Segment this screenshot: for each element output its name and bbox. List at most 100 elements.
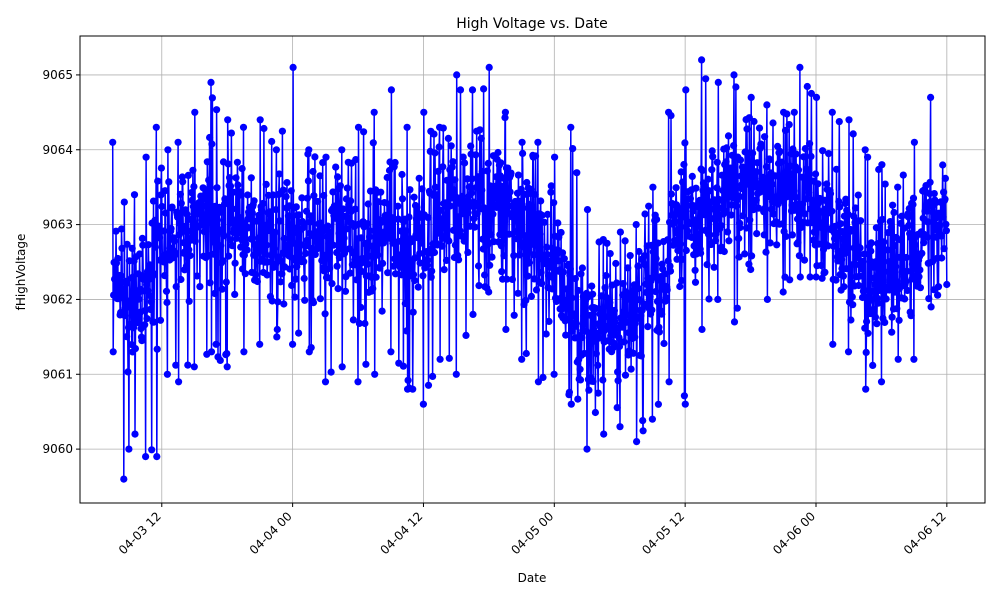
data-point: [940, 245, 948, 253]
data-point: [739, 212, 747, 220]
data-point: [187, 189, 196, 197]
data-point: [268, 137, 276, 146]
data-point: [138, 337, 146, 345]
data-point: [680, 160, 688, 169]
data-point: [713, 184, 721, 192]
data-point: [703, 261, 711, 269]
data-point: [781, 173, 789, 181]
data-point: [366, 233, 374, 241]
data-point: [152, 123, 160, 131]
data-point: [640, 252, 649, 260]
data-point: [206, 133, 214, 142]
data-point: [616, 228, 625, 236]
data-point: [730, 142, 738, 150]
data-point: [525, 200, 533, 208]
data-point: [784, 192, 792, 200]
data-point: [865, 293, 873, 301]
data-point: [157, 164, 165, 172]
data-point: [161, 187, 169, 195]
data-point: [749, 149, 757, 157]
data-point: [417, 239, 425, 247]
data-point: [785, 121, 793, 129]
data-point: [229, 205, 237, 213]
data-point: [223, 363, 231, 371]
data-point: [338, 146, 346, 154]
data-point: [554, 257, 562, 265]
data-point: [667, 112, 675, 120]
data-point: [331, 204, 339, 212]
data-point: [113, 285, 121, 293]
data-point: [548, 273, 556, 281]
data-point: [736, 224, 744, 232]
data-point: [648, 306, 656, 314]
data-point: [206, 279, 214, 287]
data-point: [696, 196, 704, 204]
data-point: [438, 242, 446, 250]
data-point: [680, 392, 689, 400]
data-point: [318, 228, 326, 236]
data-point: [929, 208, 937, 216]
data-point: [673, 255, 681, 263]
data-point: [841, 249, 849, 257]
data-point: [226, 182, 235, 190]
data-point: [644, 323, 652, 331]
data-point: [334, 285, 342, 293]
data-point: [661, 270, 669, 278]
data-point: [303, 194, 311, 202]
data-point: [918, 249, 926, 257]
data-point: [773, 241, 781, 249]
data-point: [695, 240, 703, 248]
data-point: [547, 182, 555, 190]
data-point: [857, 217, 865, 225]
data-point: [163, 370, 171, 378]
data-point: [882, 295, 890, 303]
data-point: [485, 288, 493, 296]
data-point: [153, 345, 161, 353]
data-point: [881, 180, 889, 188]
data-point: [208, 94, 216, 102]
data-point: [533, 221, 541, 229]
data-point: [445, 237, 453, 245]
data-point: [264, 258, 272, 266]
data-point: [941, 174, 950, 182]
data-point: [218, 285, 226, 293]
data-point: [907, 233, 915, 242]
data-point: [786, 162, 794, 170]
data-point: [525, 259, 534, 267]
data-point: [576, 376, 585, 384]
data-point: [735, 253, 743, 261]
data-point: [232, 174, 240, 182]
data-point: [941, 195, 949, 203]
data-point: [155, 234, 164, 242]
data-point: [419, 272, 427, 280]
data-point: [771, 172, 779, 180]
data-point: [612, 259, 620, 268]
data-point: [445, 354, 453, 362]
data-point: [856, 244, 864, 252]
data-point: [506, 188, 514, 196]
data-point: [273, 325, 281, 334]
data-point: [176, 213, 184, 221]
data-point: [387, 86, 395, 94]
data-point: [177, 199, 185, 207]
data-point: [532, 286, 541, 294]
data-point: [614, 368, 622, 376]
data-point: [750, 117, 758, 126]
data-point: [464, 248, 472, 256]
data-point: [939, 213, 947, 221]
data-point: [372, 273, 380, 281]
data-point: [120, 198, 128, 206]
data-point: [675, 231, 683, 239]
data-point: [209, 238, 217, 246]
data-point: [903, 286, 912, 295]
data-point: [311, 153, 319, 161]
data-point: [248, 209, 256, 217]
data-point: [892, 262, 900, 271]
data-point: [295, 329, 303, 337]
data-point: [790, 108, 798, 116]
data-point: [805, 182, 813, 190]
data-point: [146, 305, 154, 313]
data-point: [909, 194, 918, 202]
data-point: [746, 160, 754, 168]
data-point: [147, 298, 155, 306]
